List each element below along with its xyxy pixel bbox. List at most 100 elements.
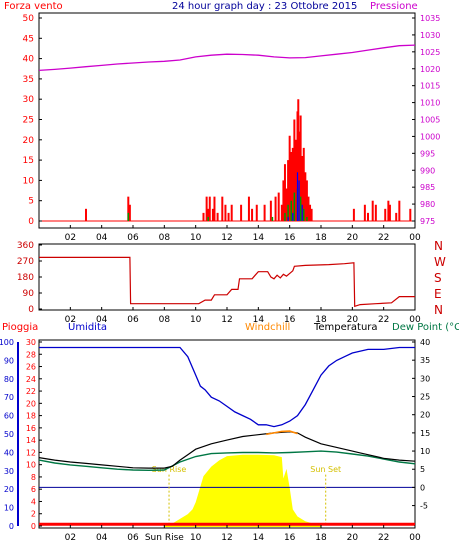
temperature-x-tick-label: 04 xyxy=(96,533,108,543)
wind-tick-label: 50 xyxy=(23,14,35,24)
pressure-tick-label: 1015 xyxy=(420,82,440,91)
direction-x-tick-label: 04 xyxy=(96,315,108,325)
rain-tick-label: 8 xyxy=(31,473,36,482)
wind-x-tick-label: 08 xyxy=(159,233,171,243)
rain-tick-label: 14 xyxy=(26,436,36,445)
dewpoint-legend: Dew Point (°C xyxy=(392,322,459,333)
temperature-x-tick-label: 06 xyxy=(127,533,139,543)
temperature-x-tick-label: 22 xyxy=(378,533,389,543)
pressure-axis-label: Pressione xyxy=(370,1,418,12)
humidity-axis-label: Umidita xyxy=(68,322,107,333)
temperature-tick-label: 10 xyxy=(420,447,430,456)
rain-tick-label: 10 xyxy=(26,461,36,470)
wind-x-tick-label: 04 xyxy=(96,233,108,243)
wind-tick-label: 45 xyxy=(23,34,34,44)
direction-x-tick-label: 12 xyxy=(221,315,232,325)
wind-tick-label: 40 xyxy=(23,55,35,65)
pressure-tick-label: 975 xyxy=(420,217,435,226)
wind-x-tick-label: 10 xyxy=(190,233,202,243)
pressure-tick-label: 1005 xyxy=(420,116,440,125)
pressure-line xyxy=(38,44,416,72)
rain-tick-label: 12 xyxy=(26,448,36,457)
temperature-tick-label: -5 xyxy=(420,502,428,511)
dewpoint-line xyxy=(38,450,416,472)
pressure-tick-label: 980 xyxy=(420,200,435,209)
wind-x-tick-label: 00 xyxy=(409,233,421,243)
solar-radiation-area xyxy=(164,454,321,527)
temperature-tick-label: 30 xyxy=(420,374,430,383)
temperature-tick-label: 15 xyxy=(420,429,430,438)
humidity-tick-label: 70 xyxy=(4,393,14,402)
humidity-tick-label: 80 xyxy=(4,375,14,384)
temperature-x-tick-label: 10 xyxy=(190,533,202,543)
direction-x-tick-label: 18 xyxy=(315,315,327,325)
rain-tick-label: 18 xyxy=(26,412,36,421)
pressure-tick-label: 1030 xyxy=(420,31,440,40)
temperature-tick-label: 0 xyxy=(420,483,425,492)
temperature-tick-label: 20 xyxy=(420,411,430,420)
temperature-x-tick-label: 14 xyxy=(253,533,265,543)
compass-label: W xyxy=(434,255,446,269)
compass-label: S xyxy=(434,271,442,285)
humidity-tick-label: 30 xyxy=(4,467,14,476)
temperature-x-tick-label: 18 xyxy=(315,533,327,543)
wind-tick-label: 5 xyxy=(28,197,34,207)
pressure-tick-label: 990 xyxy=(420,166,435,175)
rain-tick-label: 22 xyxy=(26,387,36,396)
wind-tick-label: 0 xyxy=(28,217,34,227)
humidity-tick-label: 60 xyxy=(4,412,14,421)
temperature-tick-label: 25 xyxy=(420,393,430,402)
humidity-tick-label: 10 xyxy=(4,504,14,513)
pressure-tick-label: 1010 xyxy=(420,99,440,108)
chart-title: 24 hour graph day : 23 Ottobre 2015 xyxy=(172,1,357,12)
rain-tick-label: 6 xyxy=(31,485,36,494)
temperature-line xyxy=(38,431,416,469)
wind-x-tick-label: 02 xyxy=(65,233,76,243)
humidity-line xyxy=(39,346,415,428)
direction-x-tick-label: 08 xyxy=(159,315,171,325)
direction-x-tick-label: 20 xyxy=(347,315,359,325)
temperature-tick-label: 40 xyxy=(420,338,430,347)
temperature-legend: Temperatura xyxy=(313,322,378,333)
direction-x-tick-label: 16 xyxy=(284,315,296,325)
pressure-tick-label: 985 xyxy=(420,183,435,192)
temperature-x-tick-label: 00 xyxy=(409,533,421,543)
compass-label: E xyxy=(434,287,442,301)
rain-tick-label: 24 xyxy=(26,375,36,384)
wind-tick-label: 25 xyxy=(23,116,34,126)
rain-tick-label: 28 xyxy=(26,350,36,359)
rain-tick-label: 0 xyxy=(31,522,36,531)
wind-tick-label: 30 xyxy=(23,95,35,105)
wind-x-tick-label: 14 xyxy=(253,233,265,243)
rain-tick-label: 26 xyxy=(26,363,36,372)
rain-tick-label: 30 xyxy=(26,338,36,347)
direction-x-tick-label: 06 xyxy=(127,315,139,325)
direction-x-tick-label: 02 xyxy=(65,315,76,325)
wind-axis-label: Forza vento xyxy=(4,1,63,12)
wind-tick-label: 10 xyxy=(23,176,35,186)
temperature-x-tick-label: 12 xyxy=(221,533,232,543)
humidity-tick-label: 0 xyxy=(9,522,14,531)
direction-tick-label: 180 xyxy=(17,273,34,283)
humidity-tick-label: 20 xyxy=(4,485,14,494)
wind-x-tick-label: 06 xyxy=(127,233,139,243)
temperature-axes: 0102030405060708090100024681012141618202… xyxy=(0,338,430,543)
direction-tick-label: 90 xyxy=(23,289,35,299)
rain-axis-label: Pioggia xyxy=(2,322,38,333)
temperature-x-tick-label: Sun Rise xyxy=(145,533,184,543)
rain-tick-label: 16 xyxy=(26,424,36,433)
wind-x-tick-label: 18 xyxy=(315,233,327,243)
direction-tick-label: 360 xyxy=(17,241,34,251)
sun-rise-label: Sun Rise xyxy=(152,465,187,474)
pressure-tick-label: 1025 xyxy=(420,48,440,57)
wind-direction-line xyxy=(39,256,415,308)
humidity-tick-label: 40 xyxy=(4,448,14,457)
direction-x-tick-label: 14 xyxy=(253,315,265,325)
direction-x-tick-label: 22 xyxy=(378,315,389,325)
direction-tick-label: 0 xyxy=(28,305,34,315)
pressure-tick-label: 1035 xyxy=(420,14,440,23)
direction-x-tick-label: 00 xyxy=(409,315,421,325)
temperature-x-tick-label: 20 xyxy=(347,533,359,543)
